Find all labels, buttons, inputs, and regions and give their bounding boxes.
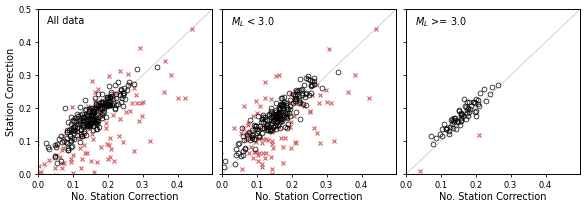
X-axis label: No. Station Correction: No. Station Correction [440, 192, 547, 202]
Text: All data: All data [46, 16, 84, 26]
Text: $M_L$ < 3.0: $M_L$ < 3.0 [230, 16, 274, 30]
Text: $M_L$ >= 3.0: $M_L$ >= 3.0 [414, 16, 466, 30]
X-axis label: No. Station Correction: No. Station Correction [71, 192, 179, 202]
X-axis label: No. Station Correction: No. Station Correction [255, 192, 363, 202]
Y-axis label: Station Correction: Station Correction [5, 48, 16, 136]
